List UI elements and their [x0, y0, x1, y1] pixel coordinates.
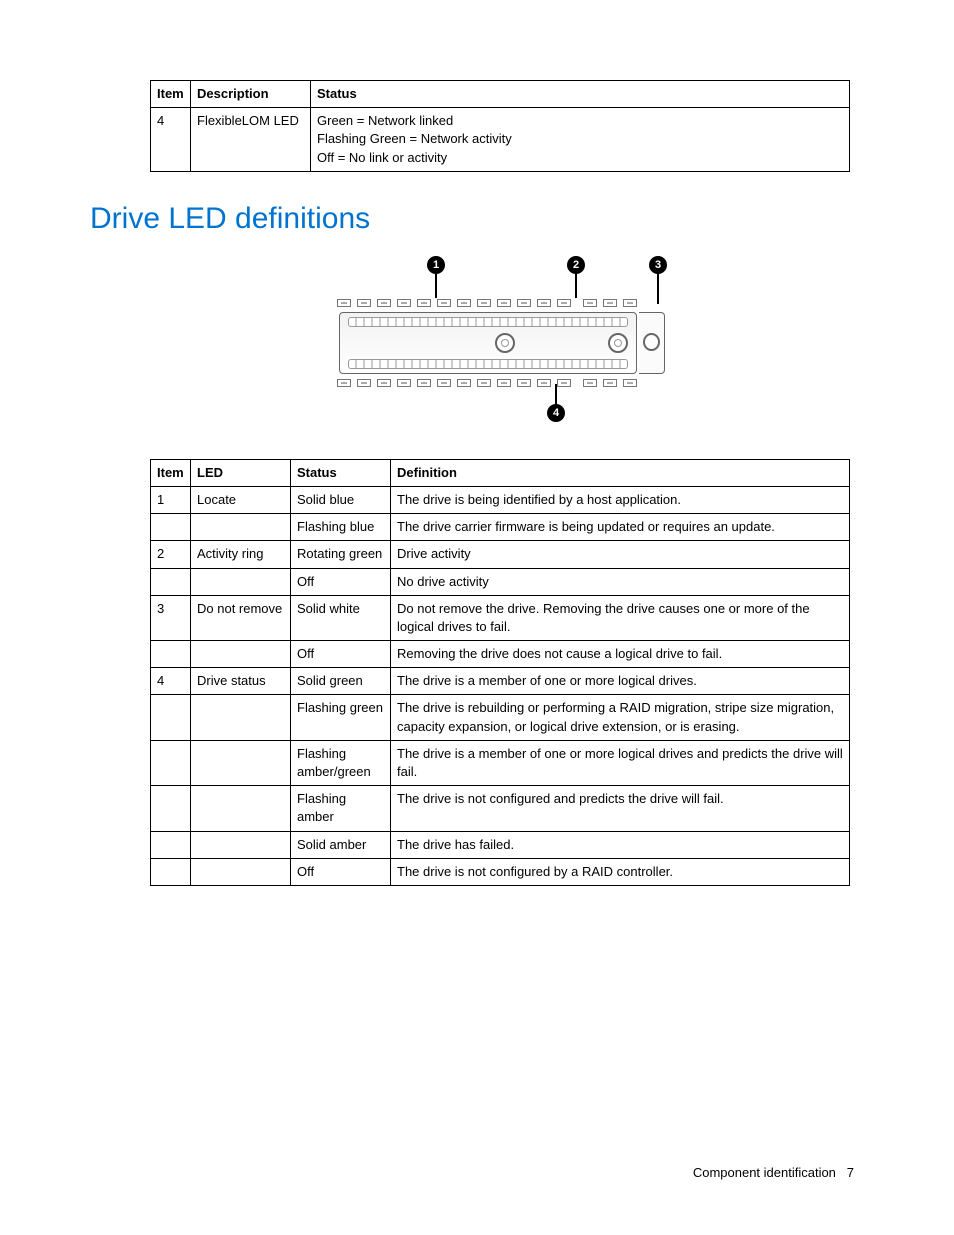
header-status: Status	[311, 81, 850, 108]
drive-body	[335, 298, 665, 388]
table-row: 4Drive statusSolid greenThe drive is a m…	[151, 668, 850, 695]
cell-led	[191, 740, 291, 785]
cell-definition: The drive is a member of one or more log…	[391, 668, 850, 695]
cell-status: Off	[291, 858, 391, 885]
cell-item	[151, 786, 191, 831]
table-row: Flashing blueThe drive carrier firmware …	[151, 514, 850, 541]
header-led: LED	[191, 459, 291, 486]
header-definition: Definition	[391, 459, 850, 486]
cell-status: Flashing green	[291, 695, 391, 740]
cell-led: Locate	[191, 486, 291, 513]
cell-led	[191, 831, 291, 858]
cell-status: Solid blue	[291, 486, 391, 513]
cell-definition: The drive is not configured and predicts…	[391, 786, 850, 831]
table-row: 4 FlexibleLOM LED Green = Network linked…	[151, 108, 850, 172]
header-status: Status	[291, 459, 391, 486]
cell-definition: The drive is rebuilding or performing a …	[391, 695, 850, 740]
table-header-row: Item Description Status	[151, 81, 850, 108]
gauge-icon	[495, 333, 515, 353]
cell-status: Solid green	[291, 668, 391, 695]
cell-status: Flashing amber	[291, 786, 391, 831]
cell-led	[191, 568, 291, 595]
table-row: Flashing amberThe drive is not configure…	[151, 786, 850, 831]
cell-led	[191, 641, 291, 668]
cell-definition: The drive has failed.	[391, 831, 850, 858]
table-row: 1LocateSolid blueThe drive is being iden…	[151, 486, 850, 513]
cell-status: Rotating green	[291, 541, 391, 568]
cell-status: Flashing amber/green	[291, 740, 391, 785]
table-row: 2Activity ringRotating greenDrive activi…	[151, 541, 850, 568]
cell-status: Solid amber	[291, 831, 391, 858]
drive-diagram: 1 2 3 4	[150, 256, 850, 429]
drive-rail-top	[335, 298, 637, 308]
cell-item	[151, 740, 191, 785]
cell-definition: Drive activity	[391, 541, 850, 568]
leader-line	[575, 274, 577, 298]
drive-handle	[639, 312, 665, 374]
cell-item: 1	[151, 486, 191, 513]
section-heading: Drive LED definitions	[90, 202, 854, 236]
callout-3: 3	[649, 256, 667, 274]
page-footer: Component identification 7	[693, 1165, 854, 1180]
table-row: OffThe drive is not configured by a RAID…	[151, 858, 850, 885]
table-row: Flashing greenThe drive is rebuilding or…	[151, 695, 850, 740]
table-row: Flashing amber/greenThe drive is a membe…	[151, 740, 850, 785]
table-row: Solid amberThe drive has failed.	[151, 831, 850, 858]
cell-item	[151, 641, 191, 668]
cell-definition: The drive is a member of one or more log…	[391, 740, 850, 785]
drive-led-table: Item LED Status Definition 1LocateSolid …	[150, 459, 850, 886]
cell-led	[191, 695, 291, 740]
header-description: Description	[191, 81, 311, 108]
cell-definition: The drive is not configured by a RAID co…	[391, 858, 850, 885]
cell-item	[151, 514, 191, 541]
flexiblelom-table: Item Description Status 4 FlexibleLOM LE…	[150, 80, 850, 172]
callout-1: 1	[427, 256, 445, 274]
cell-led	[191, 786, 291, 831]
cell-status: Off	[291, 568, 391, 595]
cell-item	[151, 858, 191, 885]
cell-item	[151, 695, 191, 740]
footer-page: 7	[847, 1165, 854, 1180]
cell-led: Drive status	[191, 668, 291, 695]
callout-2: 2	[567, 256, 585, 274]
drive-mid	[339, 312, 637, 374]
footer-text: Component identification	[693, 1165, 836, 1180]
cell-description: FlexibleLOM LED	[191, 108, 311, 172]
cell-status: Off	[291, 641, 391, 668]
table-row: 3Do not removeSolid whiteDo not remove t…	[151, 595, 850, 640]
cell-item: 3	[151, 595, 191, 640]
cell-led	[191, 858, 291, 885]
table-row: OffRemoving the drive does not cause a l…	[151, 641, 850, 668]
cell-led	[191, 514, 291, 541]
callout-4: 4	[547, 404, 565, 422]
cell-definition: Removing the drive does not cause a logi…	[391, 641, 850, 668]
cell-definition: The drive carrier firmware is being upda…	[391, 514, 850, 541]
cell-status: Green = Network linked Flashing Green = …	[311, 108, 850, 172]
drive-rail-bottom	[335, 378, 637, 388]
cell-definition: Do not remove the drive. Removing the dr…	[391, 595, 850, 640]
cell-status: Solid white	[291, 595, 391, 640]
cell-led: Do not remove	[191, 595, 291, 640]
table-header-row: Item LED Status Definition	[151, 459, 850, 486]
header-item: Item	[151, 81, 191, 108]
cell-led: Activity ring	[191, 541, 291, 568]
gauge-icon	[608, 333, 628, 353]
table-row: OffNo drive activity	[151, 568, 850, 595]
cell-status: Flashing blue	[291, 514, 391, 541]
cell-definition: No drive activity	[391, 568, 850, 595]
cell-item: 4	[151, 108, 191, 172]
cell-item	[151, 568, 191, 595]
cell-item: 4	[151, 668, 191, 695]
leader-line	[435, 274, 437, 298]
cell-item	[151, 831, 191, 858]
cell-definition: The drive is being identified by a host …	[391, 486, 850, 513]
cell-item: 2	[151, 541, 191, 568]
header-item: Item	[151, 459, 191, 486]
